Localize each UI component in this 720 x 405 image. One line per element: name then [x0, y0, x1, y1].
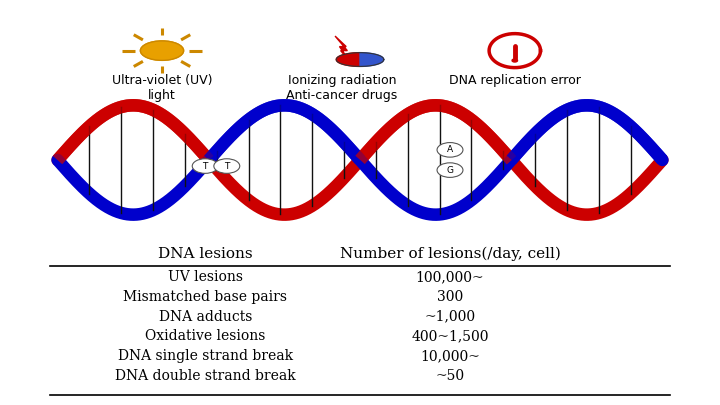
- Text: DNA single strand break: DNA single strand break: [117, 349, 293, 363]
- Polygon shape: [335, 36, 350, 61]
- Polygon shape: [360, 53, 384, 66]
- Text: A: A: [447, 145, 453, 154]
- Text: ~1,000: ~1,000: [424, 309, 476, 324]
- Text: Ionizing radiation
Anti-cancer drugs: Ionizing radiation Anti-cancer drugs: [287, 74, 397, 102]
- Polygon shape: [489, 34, 541, 68]
- Text: T: T: [224, 162, 230, 171]
- Text: G: G: [446, 166, 454, 175]
- Ellipse shape: [140, 41, 184, 60]
- Text: 300: 300: [437, 290, 463, 304]
- Text: 400~1,500: 400~1,500: [411, 329, 489, 343]
- Text: 10,000~: 10,000~: [420, 349, 480, 363]
- Text: T: T: [202, 162, 208, 171]
- Text: Number of lesions(/day, cell): Number of lesions(/day, cell): [340, 247, 560, 261]
- Circle shape: [214, 159, 240, 173]
- Circle shape: [192, 159, 218, 173]
- Text: Mismatched base pairs: Mismatched base pairs: [123, 290, 287, 304]
- Text: Ultra-violet (UV)
light: Ultra-violet (UV) light: [112, 74, 212, 102]
- Polygon shape: [336, 53, 360, 66]
- Text: DNA lesions: DNA lesions: [158, 247, 253, 261]
- Text: DNA double strand break: DNA double strand break: [114, 369, 296, 383]
- Circle shape: [437, 143, 463, 157]
- Text: 100,000~: 100,000~: [415, 270, 485, 284]
- Text: UV lesions: UV lesions: [168, 270, 243, 284]
- Circle shape: [512, 59, 518, 62]
- Circle shape: [437, 163, 463, 177]
- Text: DNA adducts: DNA adducts: [158, 309, 252, 324]
- Text: DNA replication error: DNA replication error: [449, 74, 581, 87]
- Text: Oxidative lesions: Oxidative lesions: [145, 329, 266, 343]
- Text: ~50: ~50: [436, 369, 464, 383]
